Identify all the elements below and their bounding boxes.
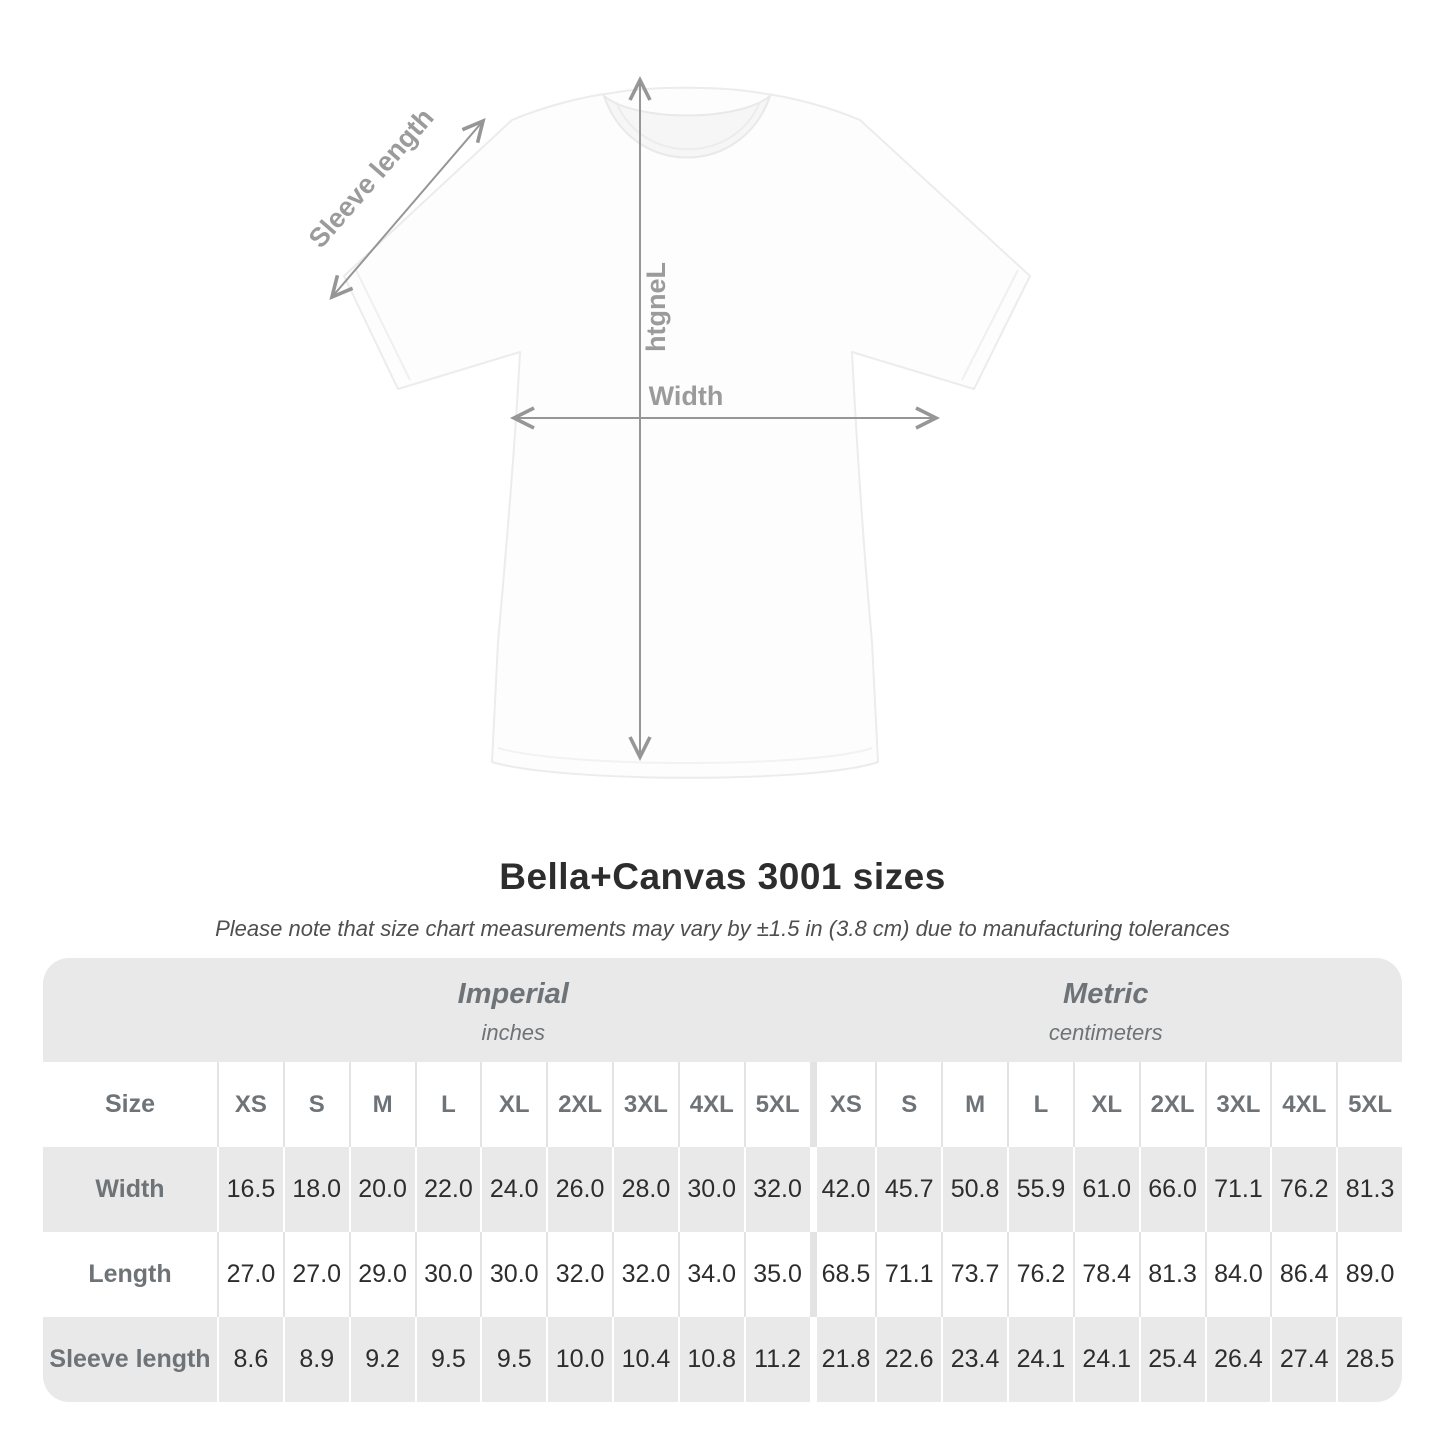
value-cell: 21.8 bbox=[809, 1317, 876, 1402]
value-cell: 24.1 bbox=[1007, 1317, 1073, 1402]
value-cell: 10.0 bbox=[546, 1317, 612, 1402]
value-cell: 86.4 bbox=[1270, 1232, 1337, 1317]
value-cell: 76.2 bbox=[1007, 1232, 1073, 1317]
width-label: Width bbox=[649, 381, 724, 411]
value-cell: 27.4 bbox=[1270, 1317, 1337, 1402]
value-cell: 32.0 bbox=[612, 1232, 678, 1317]
value-cell: 10.8 bbox=[677, 1317, 744, 1402]
value-cell: 9.5 bbox=[414, 1317, 481, 1402]
size-col-header: 4XL bbox=[677, 1062, 744, 1147]
size-col-header: 3XL bbox=[612, 1062, 678, 1147]
size-col-header: 2XL bbox=[546, 1062, 612, 1147]
metric-group-header: Metric centimeters bbox=[809, 958, 1402, 1062]
value-cell: 30.0 bbox=[480, 1232, 547, 1317]
metric-units: centimeters bbox=[1048, 1020, 1163, 1045]
size-col-header: M bbox=[941, 1062, 1007, 1147]
value-cell: 18.0 bbox=[282, 1147, 349, 1232]
value-cell: 81.3 bbox=[1138, 1232, 1205, 1317]
size-col-header: 5XL bbox=[743, 1062, 810, 1147]
size-col-header: 2XL bbox=[1138, 1062, 1205, 1147]
page-title: Bella+Canvas 3001 sizes bbox=[499, 856, 946, 897]
value-cell: 22.0 bbox=[414, 1147, 481, 1232]
value-cell: 45.7 bbox=[875, 1147, 942, 1232]
length-label: htgneL bbox=[641, 262, 671, 352]
value-cell: 32.0 bbox=[743, 1147, 810, 1232]
tolerance-note: Please note that size chart measurements… bbox=[215, 916, 1230, 941]
value-cell: 22.6 bbox=[875, 1317, 942, 1402]
value-cell: 66.0 bbox=[1138, 1147, 1205, 1232]
size-col-header: XS bbox=[217, 1062, 283, 1147]
value-cell: 28.5 bbox=[1336, 1317, 1402, 1402]
imperial-label: Imperial bbox=[457, 978, 569, 1010]
value-cell: 73.7 bbox=[941, 1232, 1007, 1317]
value-cell: 8.6 bbox=[217, 1317, 283, 1402]
row-label: Sleeve length bbox=[43, 1317, 217, 1402]
value-cell: 68.5 bbox=[809, 1232, 876, 1317]
tshirt-illustration bbox=[343, 86, 1031, 779]
size-col-header: 3XL bbox=[1204, 1062, 1271, 1147]
value-cell: 32.0 bbox=[546, 1232, 612, 1317]
value-cell: 24.1 bbox=[1072, 1317, 1139, 1402]
value-cell: 27.0 bbox=[282, 1232, 349, 1317]
value-cell: 30.0 bbox=[414, 1232, 481, 1317]
tshirt-measurement-diagram: Sleeve length htgneL Width bbox=[303, 75, 1031, 779]
size-col-header: XS bbox=[809, 1062, 876, 1147]
value-cell: 24.0 bbox=[480, 1147, 547, 1232]
value-cell: 10.4 bbox=[612, 1317, 678, 1402]
value-cell: 23.4 bbox=[941, 1317, 1007, 1402]
value-cell: 78.4 bbox=[1072, 1232, 1139, 1317]
value-cell: 9.2 bbox=[348, 1317, 415, 1402]
value-cell: 16.5 bbox=[217, 1147, 283, 1232]
value-cell: 81.3 bbox=[1336, 1147, 1402, 1232]
value-cell: 89.0 bbox=[1336, 1232, 1402, 1317]
value-cell: 9.5 bbox=[480, 1317, 547, 1402]
size-col-header: XL bbox=[480, 1062, 547, 1147]
value-cell: 26.4 bbox=[1204, 1317, 1271, 1402]
unit-band-corner bbox=[43, 958, 217, 1062]
corner-header-cell: Size bbox=[43, 1062, 217, 1147]
value-cell: 26.0 bbox=[546, 1147, 612, 1232]
value-cell: 11.2 bbox=[743, 1317, 810, 1402]
size-col-header: 4XL bbox=[1270, 1062, 1337, 1147]
value-cell: 55.9 bbox=[1007, 1147, 1073, 1232]
value-cell: 35.0 bbox=[743, 1232, 810, 1317]
imperial-group-header: Imperial inches bbox=[217, 958, 810, 1062]
value-cell: 25.4 bbox=[1138, 1317, 1205, 1402]
metric-label: Metric bbox=[1063, 978, 1149, 1010]
size-col-header: M bbox=[348, 1062, 415, 1147]
value-cell: 71.1 bbox=[1204, 1147, 1271, 1232]
value-cell: 20.0 bbox=[348, 1147, 415, 1232]
row-label: Width bbox=[43, 1147, 217, 1232]
size-col-header: S bbox=[282, 1062, 349, 1147]
value-cell: 76.2 bbox=[1270, 1147, 1337, 1232]
value-cell: 28.0 bbox=[612, 1147, 678, 1232]
value-cell: 30.0 bbox=[677, 1147, 744, 1232]
value-cell: 61.0 bbox=[1072, 1147, 1139, 1232]
value-cell: 42.0 bbox=[809, 1147, 876, 1232]
value-cell: 50.8 bbox=[941, 1147, 1007, 1232]
size-col-header: XL bbox=[1072, 1062, 1139, 1147]
value-cell: 34.0 bbox=[677, 1232, 744, 1317]
value-cell: 27.0 bbox=[217, 1232, 283, 1317]
size-col-header: S bbox=[875, 1062, 942, 1147]
value-cell: 29.0 bbox=[348, 1232, 415, 1317]
imperial-units: inches bbox=[481, 1020, 546, 1045]
size-col-header: 5XL bbox=[1336, 1062, 1402, 1147]
value-cell: 8.9 bbox=[282, 1317, 349, 1402]
row-label: Length bbox=[43, 1232, 217, 1317]
value-cell: 84.0 bbox=[1204, 1232, 1271, 1317]
size-col-header: L bbox=[1007, 1062, 1073, 1147]
sleeve-length-arrow bbox=[329, 117, 486, 301]
value-cell: 71.1 bbox=[875, 1232, 942, 1317]
size-col-header: L bbox=[414, 1062, 481, 1147]
size-chart-table: Imperial inches Metric centimeters Size … bbox=[43, 958, 1402, 1402]
